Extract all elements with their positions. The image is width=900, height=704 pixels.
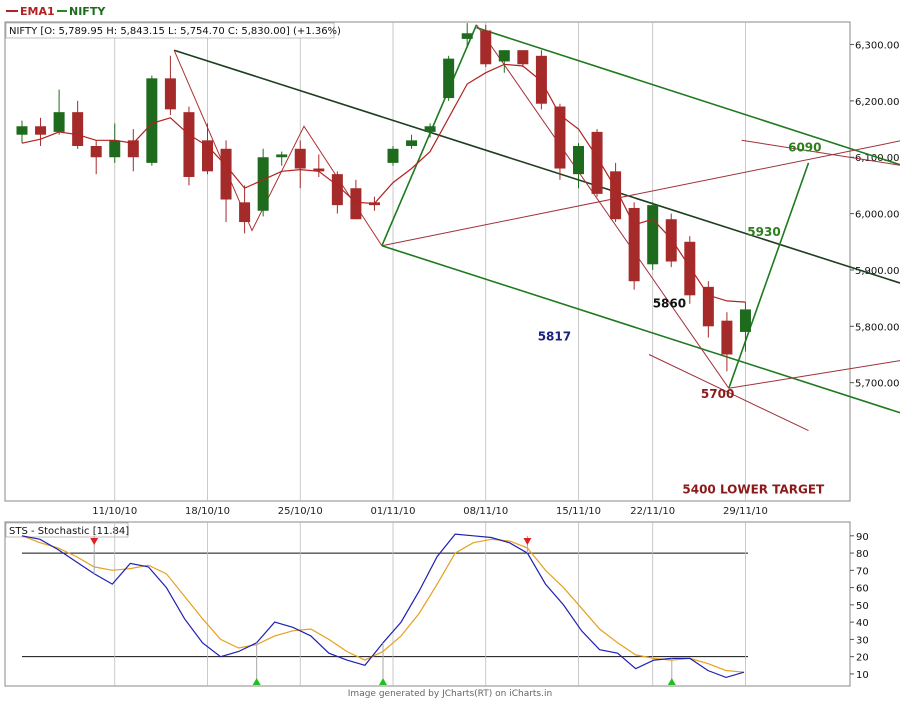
price-y-tick-label: 6,000.00 [855,210,900,221]
stochastic-y-tick-label: 90 [856,532,869,543]
candle-body [499,50,510,61]
annotation-label: 5700 [701,387,734,401]
price-y-axis: 5,700.005,800.005,900.006,000.006,100.00… [850,41,900,390]
candle-body [276,154,287,157]
candle-body [146,78,157,163]
candle-body [647,205,658,264]
candle [629,202,640,289]
candle-body [183,112,194,177]
candle-body [221,149,232,200]
stochastic-y-axis: 10 20 30 40 50 60 70 80 90 [850,532,869,681]
price-y-tick-label: 5,800.00 [855,322,900,333]
candle-body [443,59,454,98]
candle [258,149,269,217]
price-x-tick-label: 08/11/10 [463,506,508,517]
candle-body [109,140,120,157]
candle-body [295,149,306,169]
price-x-tick-label: 15/11/10 [556,506,601,517]
candle [666,214,677,268]
candle-body [165,78,176,109]
candle [610,163,621,222]
footer-credit: Image generated by JCharts(RT) on iChart… [348,689,552,699]
annotation-label: 6090 [788,141,821,155]
candle-body [388,149,399,163]
price-x-tick-label: 29/11/10 [723,506,768,517]
stochastic-panel [5,522,850,686]
price-y-tick-label: 5,700.00 [855,379,900,390]
candle-body [258,157,269,211]
candle-body [54,112,65,132]
candle [684,236,695,304]
candle-body [239,202,250,222]
candle-body [202,140,213,171]
candle-body [703,287,714,326]
stochastic-y-tick-label: 60 [856,584,869,595]
price-y-tick-label: 6,300.00 [855,41,900,52]
price-x-tick-label: 11/10/10 [92,506,137,517]
candle [536,50,547,109]
legend-nifty-label: NIFTY [69,5,106,18]
candle-body [462,33,473,39]
stochastic-y-tick-label: 20 [856,653,869,664]
price-x-tick-label: 25/10/10 [278,506,323,517]
stochastic-y-tick-label: 40 [856,618,869,629]
candle-body [573,146,584,174]
candle-body [425,126,436,132]
legend-ema-label: EMA1 [20,5,55,18]
candle-body [629,208,640,281]
candle [480,25,491,67]
stochastic-title: STS - Stochastic [11.84] [9,526,129,537]
price-y-tick-label: 6,200.00 [855,97,900,108]
candle-body [517,50,528,64]
annotation-label: 5930 [747,225,780,239]
candle-body [480,30,491,64]
candle-body [684,242,695,296]
price-x-tick-label: 18/10/10 [185,506,230,517]
candle-body [35,126,46,134]
price-x-axis: 11/10/10 18/10/10 25/10/10 01/11/10 08/11/10… [92,506,768,517]
candle-body [666,219,677,261]
price-info: NIFTY [O: 5,789.95 H: 5,843.15 L: 5,754.… [9,26,341,37]
stochastic-y-tick-label: 10 [856,670,869,681]
candle [647,202,658,270]
candle-body [91,146,102,157]
candle [388,146,399,166]
candle-body [721,321,732,355]
candle [183,107,194,186]
candle [146,76,157,166]
stochastic-y-tick-label: 80 [856,549,869,560]
candle-body [536,56,547,104]
candle-body [72,112,83,146]
annotation-label: 5860 [653,297,686,311]
price-panel [5,22,850,501]
stochastic-y-tick-label: 50 [856,601,869,612]
candle-body [17,126,28,134]
candle-body [740,309,751,332]
candle [443,56,454,101]
stochastic-y-tick-label: 70 [856,566,869,577]
annotation-label: 5817 [538,329,571,343]
price-x-tick-label: 01/11/10 [371,506,416,517]
legend: EMA1 NIFTY [6,5,106,18]
annotation-label: 5400 LOWER TARGET [682,483,825,497]
stochastic-y-tick-label: 30 [856,635,869,646]
price-x-tick-label: 22/11/10 [630,506,675,517]
candle-body [406,140,417,146]
candle-body [350,188,361,219]
candle-body [554,107,565,169]
